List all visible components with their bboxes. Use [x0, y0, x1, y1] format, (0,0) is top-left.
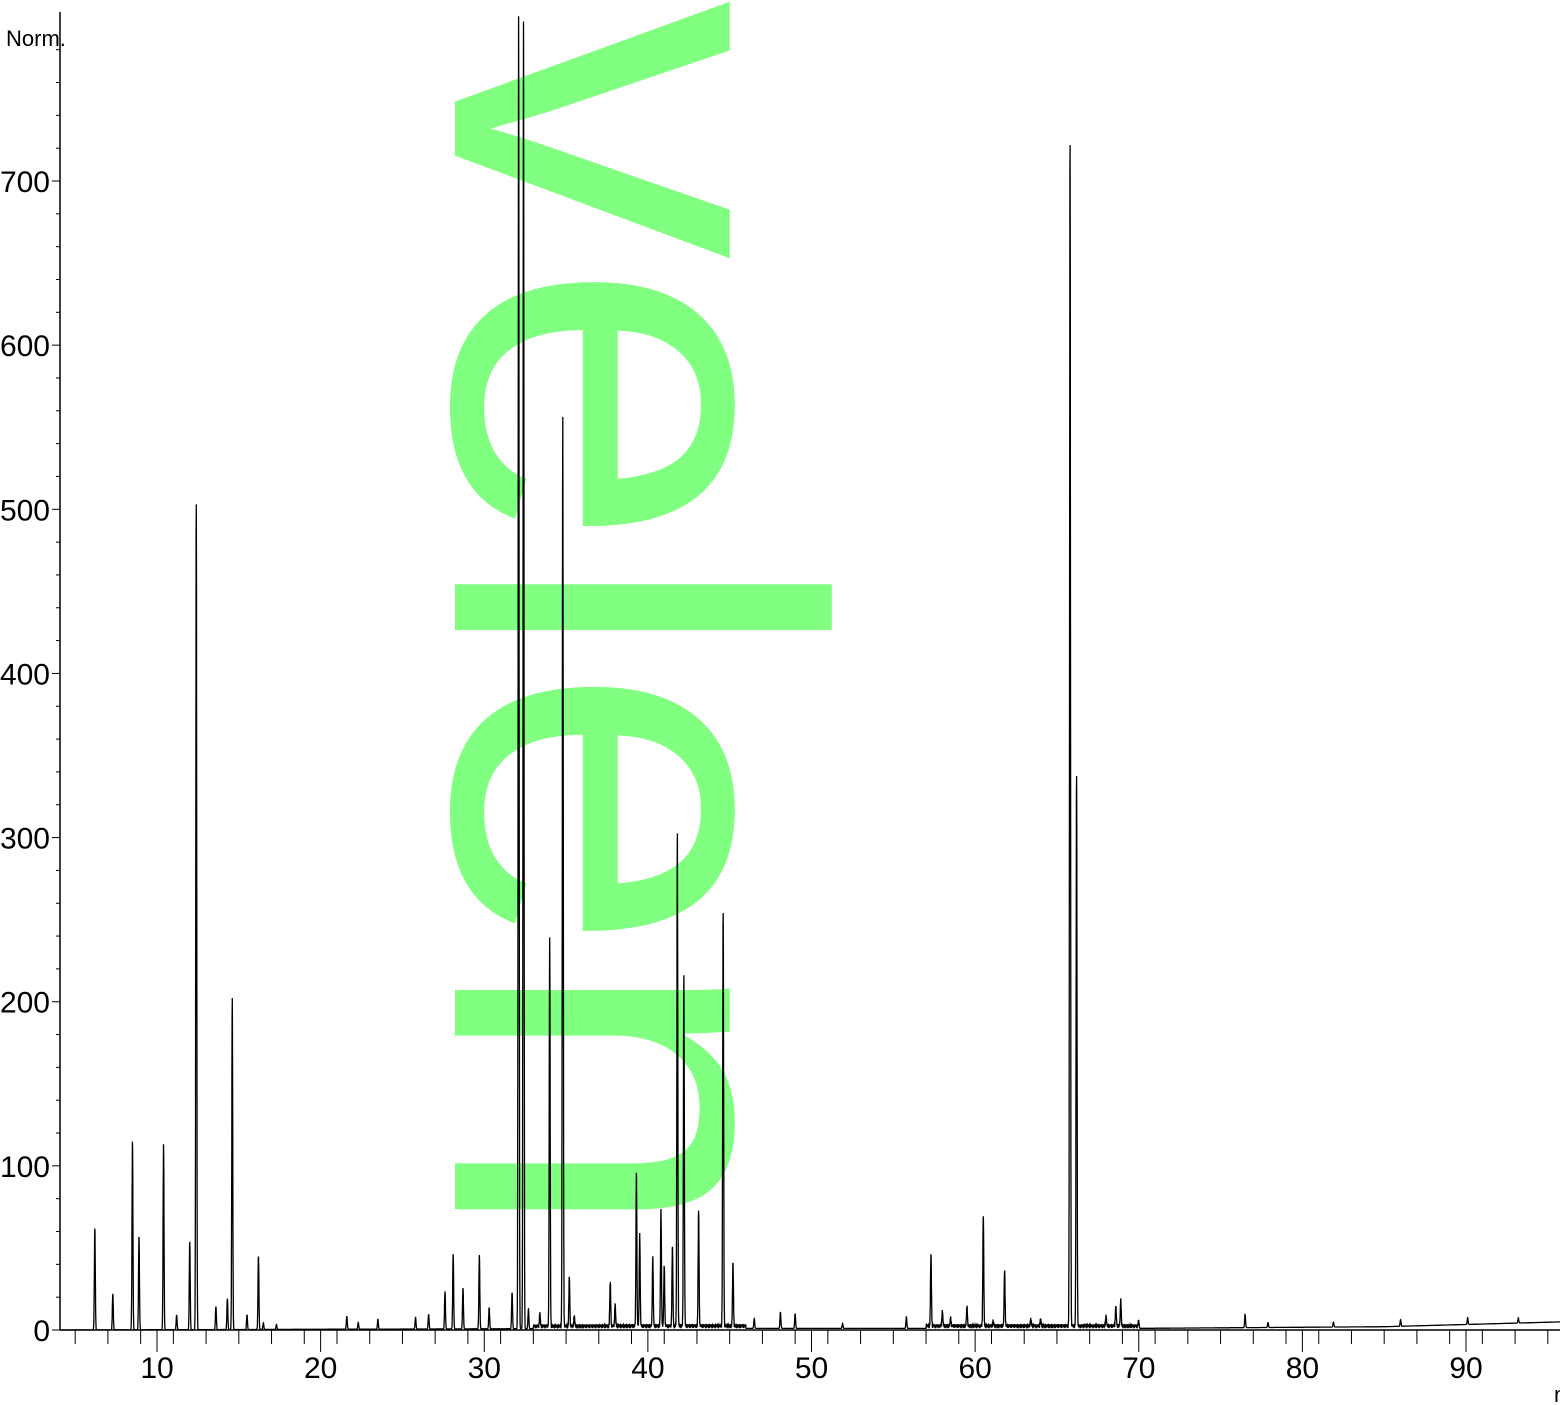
y-tick-label: 200 [0, 987, 50, 1020]
x-tick-label: 10 [140, 1352, 173, 1385]
x-tick-label: 20 [304, 1352, 337, 1385]
x-tick-label: 70 [1122, 1352, 1155, 1385]
y-tick-label: 400 [0, 658, 50, 691]
y-tick-label: 100 [0, 1151, 50, 1184]
y-tick-label: 300 [0, 823, 50, 856]
y-axis-unit-label: Norm. [6, 26, 66, 51]
x-tick-label: 50 [795, 1352, 828, 1385]
x-tick-label: 30 [468, 1352, 501, 1385]
x-tick-label: 60 [958, 1352, 991, 1385]
watermark: velen [344, 0, 925, 1243]
y-tick-label: 600 [0, 330, 50, 363]
signal-trace [60, 16, 1560, 1331]
x-axis-unit-label: min [1554, 1382, 1560, 1405]
x-tick-label: 90 [1449, 1352, 1482, 1385]
x-tick-label: 80 [1286, 1352, 1319, 1385]
y-axis-ticks: 0 100 200 300 400 500 600 700 [0, 49, 60, 1348]
y-tick-label: 500 [0, 494, 50, 527]
x-tick-label: 40 [631, 1352, 664, 1385]
watermark-text: velen [344, 0, 925, 1243]
y-tick-label: 0 [33, 1315, 50, 1348]
x-axis-ticks: 10 20 30 40 50 60 70 80 90 [74, 1330, 1549, 1385]
y-tick-label: 700 [0, 166, 50, 199]
